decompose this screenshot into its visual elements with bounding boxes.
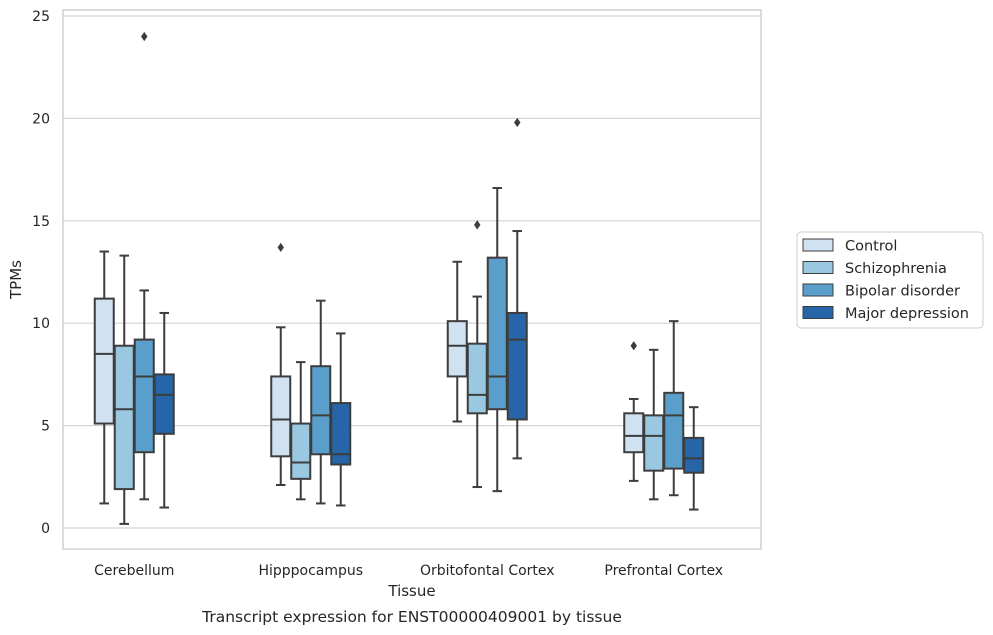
x-tick-label-hipppocampus: Hipppocampus bbox=[258, 563, 363, 579]
box-iqr bbox=[290, 422, 312, 480]
legend-label: Schizophrenia bbox=[845, 261, 947, 277]
legend-item-major-depression: Major depression bbox=[802, 306, 969, 322]
outlier-point bbox=[277, 242, 284, 253]
box-iqr bbox=[466, 342, 488, 415]
box-iqr bbox=[506, 311, 528, 421]
box-prefrontal-cortex-major-depression bbox=[683, 406, 705, 511]
box-iqr bbox=[113, 344, 135, 491]
box-layer bbox=[93, 31, 705, 525]
box-iqr bbox=[446, 320, 468, 378]
box-iqr bbox=[133, 338, 155, 454]
y-tick-label-20: 20 bbox=[32, 111, 50, 127]
legend-swatch bbox=[802, 261, 834, 274]
x-tick-label-cerebellum: Cerebellum bbox=[94, 563, 174, 579]
legend-items: Control Schizophrenia Bipolar disorder Majo… bbox=[802, 238, 969, 322]
box-iqr bbox=[330, 402, 352, 466]
box-orbitofontal-cortex-schizophrenia bbox=[466, 220, 488, 489]
legend-swatch bbox=[802, 238, 834, 252]
box-iqr bbox=[623, 412, 645, 454]
box-iqr bbox=[93, 297, 115, 425]
box-hipppocampus-control bbox=[270, 242, 292, 486]
box-hipppocampus-schizophrenia bbox=[290, 361, 312, 501]
x-axis-label: Tissue bbox=[387, 582, 435, 600]
outlier-point bbox=[514, 117, 521, 128]
x-tick-label-prefrontal-cortex: Prefrontal Cortex bbox=[604, 563, 723, 579]
legend-item-schizophrenia: Schizophrenia bbox=[802, 261, 947, 277]
legend-item-control: Control bbox=[802, 238, 897, 255]
box-iqr bbox=[486, 256, 508, 411]
y-tick-label-25: 25 bbox=[32, 9, 50, 25]
box-prefrontal-cortex-schizophrenia bbox=[643, 348, 665, 501]
box-iqr bbox=[310, 365, 332, 456]
legend-item-bipolar-disorder: Bipolar disorder bbox=[802, 283, 960, 300]
y-tick-label-0: 0 bbox=[41, 521, 50, 537]
legend-swatch bbox=[802, 306, 834, 319]
y-tick-label-15: 15 bbox=[32, 214, 50, 230]
box-orbitofontal-cortex-major-depression bbox=[506, 117, 528, 460]
chart-caption: Transcript expression for ENST0000040900… bbox=[201, 608, 622, 626]
legend-label: Bipolar disorder bbox=[845, 284, 960, 300]
legend: Control Schizophrenia Bipolar disorder Majo… bbox=[796, 231, 984, 329]
x-tick-labels: Cerebellum Hipppocampus Orbitofontal Corte… bbox=[94, 563, 723, 579]
legend-label: Control bbox=[845, 239, 897, 255]
box-iqr bbox=[663, 391, 685, 470]
gridlines bbox=[63, 15, 761, 529]
box-iqr bbox=[643, 414, 665, 472]
legend-swatch bbox=[802, 283, 834, 297]
outlier-point bbox=[141, 31, 148, 42]
legend-frame bbox=[796, 231, 984, 329]
x-tick-label-orbitofontal-cortex: Orbitofontal Cortex bbox=[420, 563, 555, 579]
y-axis-label: TPMs bbox=[7, 260, 25, 300]
box-hipppocampus-major-depression bbox=[330, 332, 352, 507]
box-iqr bbox=[683, 436, 705, 474]
box-iqr bbox=[270, 375, 292, 458]
box-hipppocampus-bipolar-disorder bbox=[310, 299, 332, 505]
outlier-point bbox=[630, 341, 637, 351]
box-orbitofontal-cortex-control bbox=[446, 260, 468, 423]
outlier-point bbox=[474, 220, 481, 230]
legend-label: Major depression bbox=[845, 306, 969, 322]
box-prefrontal-cortex-bipolar-disorder bbox=[663, 320, 685, 497]
y-tick-labels: 0 5 10 15 20 25 bbox=[32, 9, 50, 537]
y-tick-label-10: 10 bbox=[32, 316, 50, 332]
box-cerebellum-major-depression bbox=[153, 311, 175, 509]
box-iqr bbox=[153, 373, 175, 435]
plot-area-frame bbox=[62, 9, 762, 550]
y-tick-label-5: 5 bbox=[41, 419, 50, 435]
